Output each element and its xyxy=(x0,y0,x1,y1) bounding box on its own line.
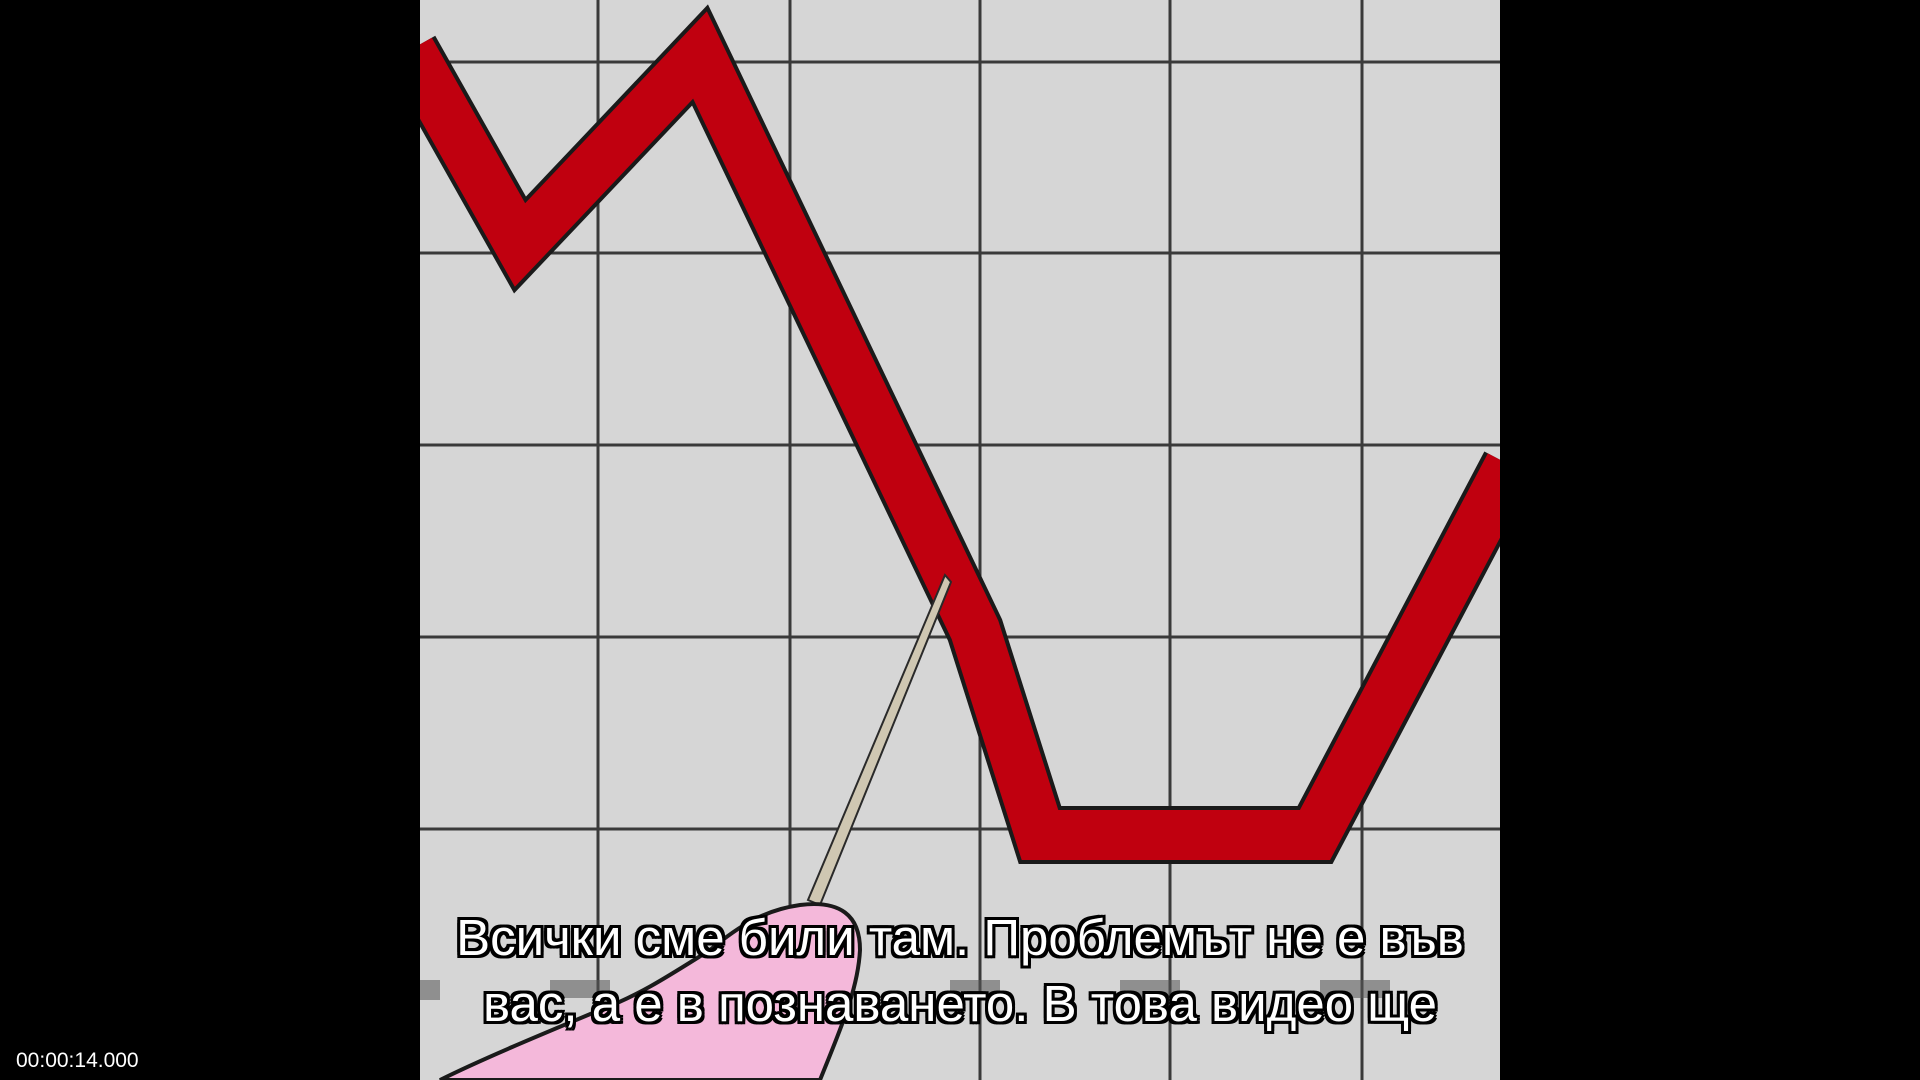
chart-grid xyxy=(420,0,1500,1080)
subtitle-caption: Всички сме били там. Проблемът не е във … xyxy=(0,905,1920,1037)
pink-hand-icon xyxy=(439,902,863,1080)
playback-timestamp: 00:00:14.000 xyxy=(16,1049,139,1072)
subtitle-line-2: вас, а е в познаването. В това видео ще xyxy=(483,975,1437,1032)
pointer-stick-icon xyxy=(806,573,953,907)
video-frame xyxy=(420,0,1500,1080)
trend-line xyxy=(420,11,1500,860)
line-graph-illustration xyxy=(420,0,1500,1080)
subtitle-line-1: Всички сме били там. Проблемът не е във xyxy=(456,909,1464,966)
faint-axis-labels xyxy=(420,980,1390,1000)
